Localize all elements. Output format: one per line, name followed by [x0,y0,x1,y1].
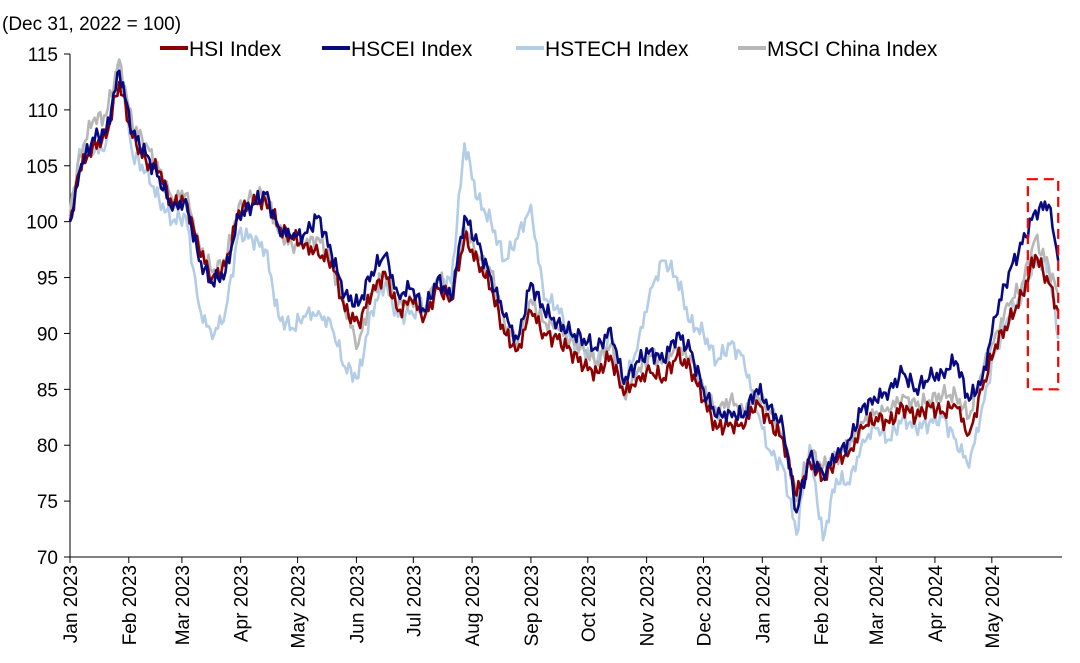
x-tick-label: Oct 2023 [579,565,600,642]
y-tick-label: 95 [37,269,58,290]
y-tick-label: 85 [37,380,58,401]
x-tick-label: Apr 2024 [926,565,947,643]
y-axis: 70 75 80 85 90 95 100 105 110 115 [26,45,71,569]
unit-note: (Dec 31, 2022 = 100) [2,14,181,35]
x-tick-label: Mar 2023 [173,565,194,645]
highlight-region [1026,178,1060,391]
x-tick-label: Jan 2023 [61,565,82,643]
x-tick-label: Jun 2023 [347,565,368,643]
x-tick-label: May 2023 [289,565,310,648]
legend-label: MSCI China Index [767,38,938,61]
series-line-hscei-index [68,69,1060,514]
series-line-hsi-index [68,80,1060,497]
plot-area [68,58,1060,542]
x-tick-label: Mar 2024 [867,565,888,646]
x-tick-label: Sep 2023 [522,565,543,646]
highlight-box [1026,178,1060,391]
series-line-hstech-index [68,58,1060,542]
x-tick-label: Nov 2023 [638,565,659,646]
legend: HSI Index HSCEI Index HSTECH Index MSCI Chi… [160,38,938,61]
y-tick-label: 115 [28,45,58,66]
x-tick-label: Jan 2024 [753,565,774,644]
y-tick-label: 80 [37,436,58,457]
x-tick-label: Aug 2023 [463,565,484,646]
legend-label: HSCEI Index [351,38,473,61]
x-tick-label: May 2024 [983,565,1004,649]
legend-label: HSTECH Index [545,38,689,61]
x-axis: Jan 2023 Feb 2023 Mar 2023 Apr 2023 May 2023… [61,556,1062,649]
y-tick-label: 70 [37,548,58,569]
y-tick-label: 110 [28,101,58,122]
y-tick-label: 105 [26,157,58,178]
x-tick-label: Dec 2023 [695,565,716,646]
x-tick-label: Feb 2024 [812,565,833,646]
y-tick-label: 90 [37,324,58,345]
legend-label: HSI Index [189,38,282,61]
y-tick-label: 100 [26,213,58,234]
x-tick-label: Jul 2023 [404,565,425,637]
y-tick-label: 75 [37,492,58,513]
x-tick-label: Apr 2023 [232,565,253,642]
x-tick-label: Feb 2023 [120,565,141,645]
